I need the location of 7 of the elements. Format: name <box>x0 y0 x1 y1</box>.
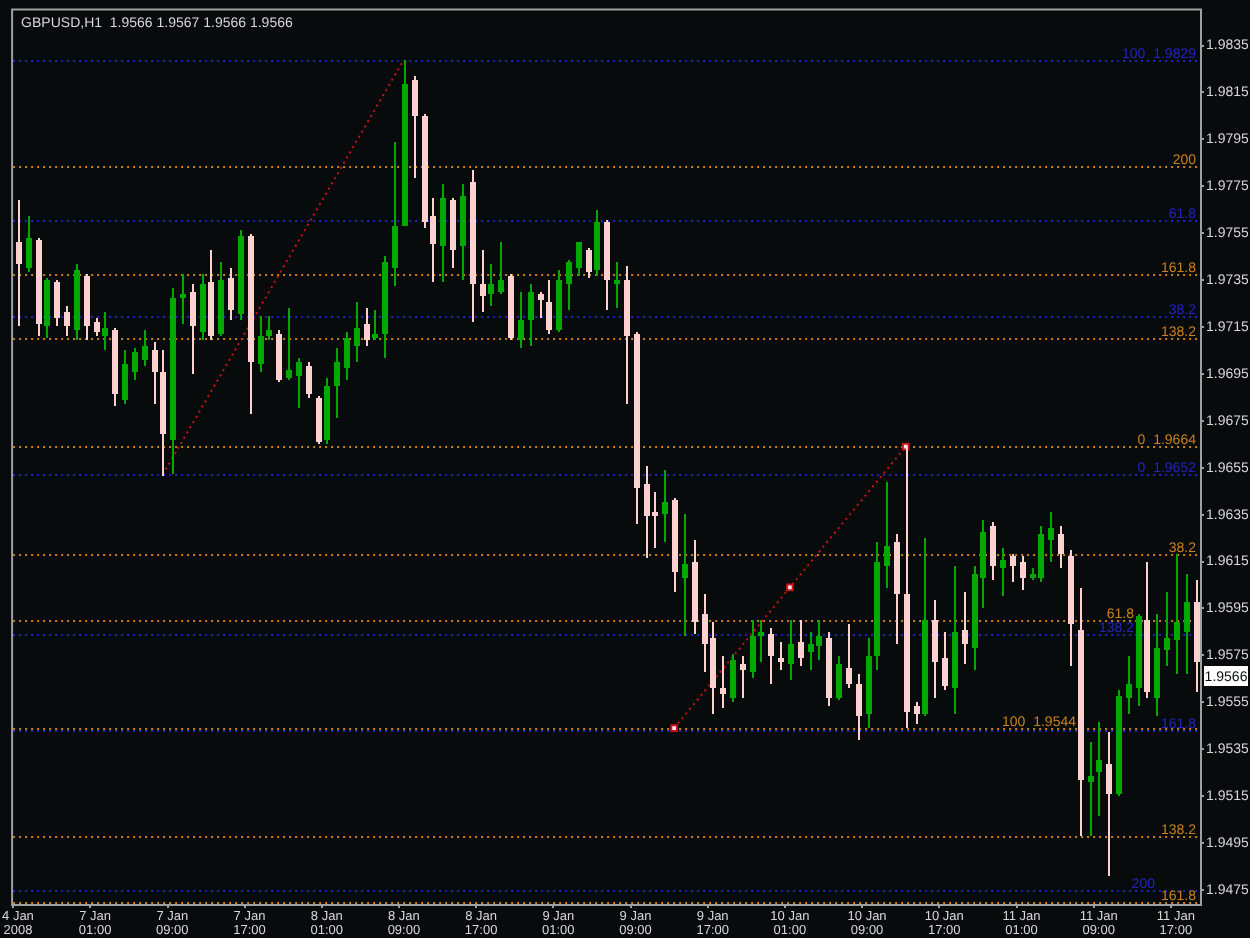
candlestick <box>180 274 186 324</box>
candlestick <box>614 262 620 308</box>
candlestick <box>758 620 764 662</box>
candlestick <box>652 492 658 548</box>
point <box>670 724 678 732</box>
point <box>786 583 794 592</box>
candlestick <box>1088 742 1094 836</box>
